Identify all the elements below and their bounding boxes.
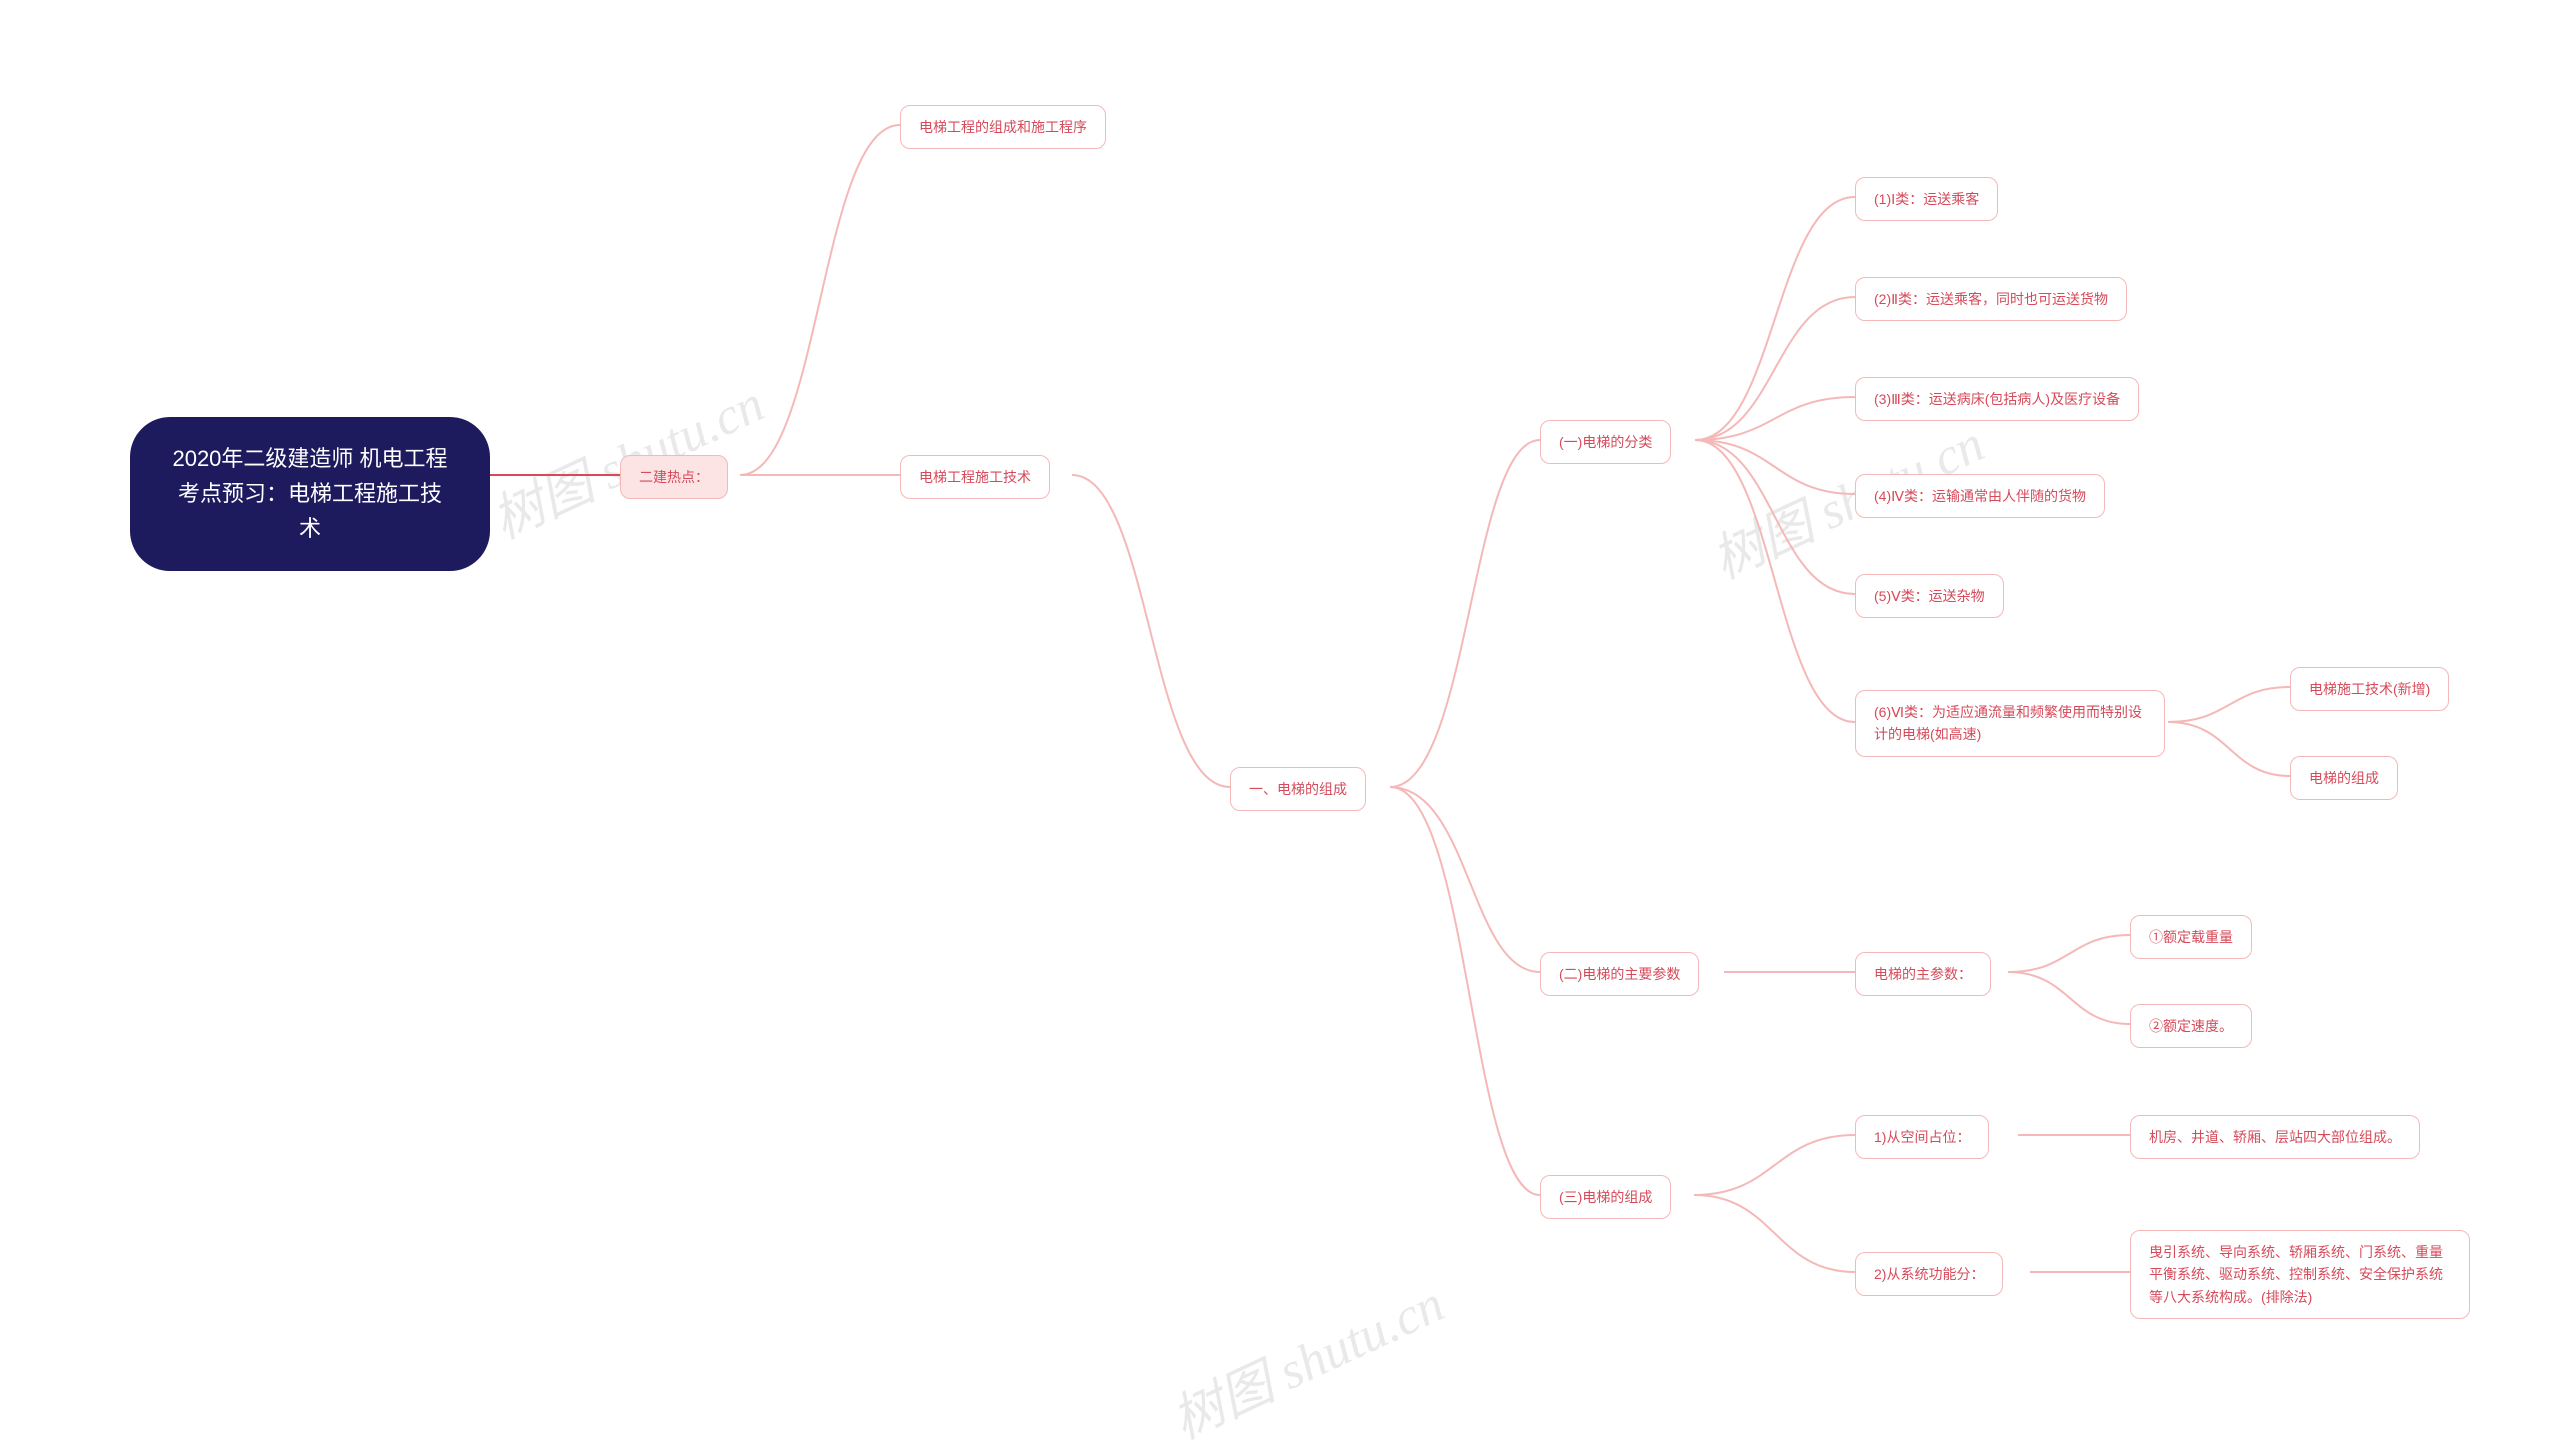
node-class-6[interactable]: (6)Ⅵ类：为适应通流量和频繁使用而特别设计的电梯(如高速) bbox=[1855, 690, 2165, 757]
node-main-param-label[interactable]: 电梯的主参数： bbox=[1855, 952, 1991, 996]
node-rated-load[interactable]: ①额定载重量 bbox=[2130, 915, 2252, 959]
node-four-parts[interactable]: 机房、井道、轿厢、层站四大部位组成。 bbox=[2130, 1115, 2420, 1159]
node-class-2[interactable]: (2)Ⅱ类：运送乘客，同时也可运送货物 bbox=[1855, 277, 2127, 321]
root-node[interactable]: 2020年二级建造师 机电工程考点预习：电梯工程施工技术 bbox=[130, 417, 490, 571]
node-class-4[interactable]: (4)Ⅳ类：运输通常由人伴随的货物 bbox=[1855, 474, 2105, 518]
node-eight-systems[interactable]: 曳引系统、导向系统、轿厢系统、门系统、重量平衡系统、驱动系统、控制系统、安全保护… bbox=[2130, 1230, 2470, 1319]
node-class-3[interactable]: (3)Ⅲ类：运送病床(包括病人)及医疗设备 bbox=[1855, 377, 2139, 421]
node-composition-procedure[interactable]: 电梯工程的组成和施工程序 bbox=[900, 105, 1106, 149]
node-hot-topic[interactable]: 二建热点： bbox=[620, 455, 728, 499]
node-main-params[interactable]: (二)电梯的主要参数 bbox=[1540, 952, 1699, 996]
node-class-5[interactable]: (5)Ⅴ类：运送杂物 bbox=[1855, 574, 2004, 618]
node-by-system[interactable]: 2)从系统功能分： bbox=[1855, 1252, 2003, 1296]
connectors bbox=[0, 0, 2560, 1407]
watermark: 树图 shutu.cn bbox=[1158, 1262, 1454, 1453]
node-rated-speed[interactable]: ②额定速度。 bbox=[2130, 1004, 2252, 1048]
node-elevator-composition[interactable]: 一、电梯的组成 bbox=[1230, 767, 1366, 811]
node-tech-new[interactable]: 电梯施工技术(新增) bbox=[2290, 667, 2449, 711]
node-composition-3[interactable]: (三)电梯的组成 bbox=[1540, 1175, 1671, 1219]
node-class-1[interactable]: (1)Ⅰ类：运送乘客 bbox=[1855, 177, 1998, 221]
node-by-space[interactable]: 1)从空间占位： bbox=[1855, 1115, 1989, 1159]
node-composition-leaf[interactable]: 电梯的组成 bbox=[2290, 756, 2398, 800]
node-classification[interactable]: (一)电梯的分类 bbox=[1540, 420, 1671, 464]
node-construction-tech[interactable]: 电梯工程施工技术 bbox=[900, 455, 1050, 499]
